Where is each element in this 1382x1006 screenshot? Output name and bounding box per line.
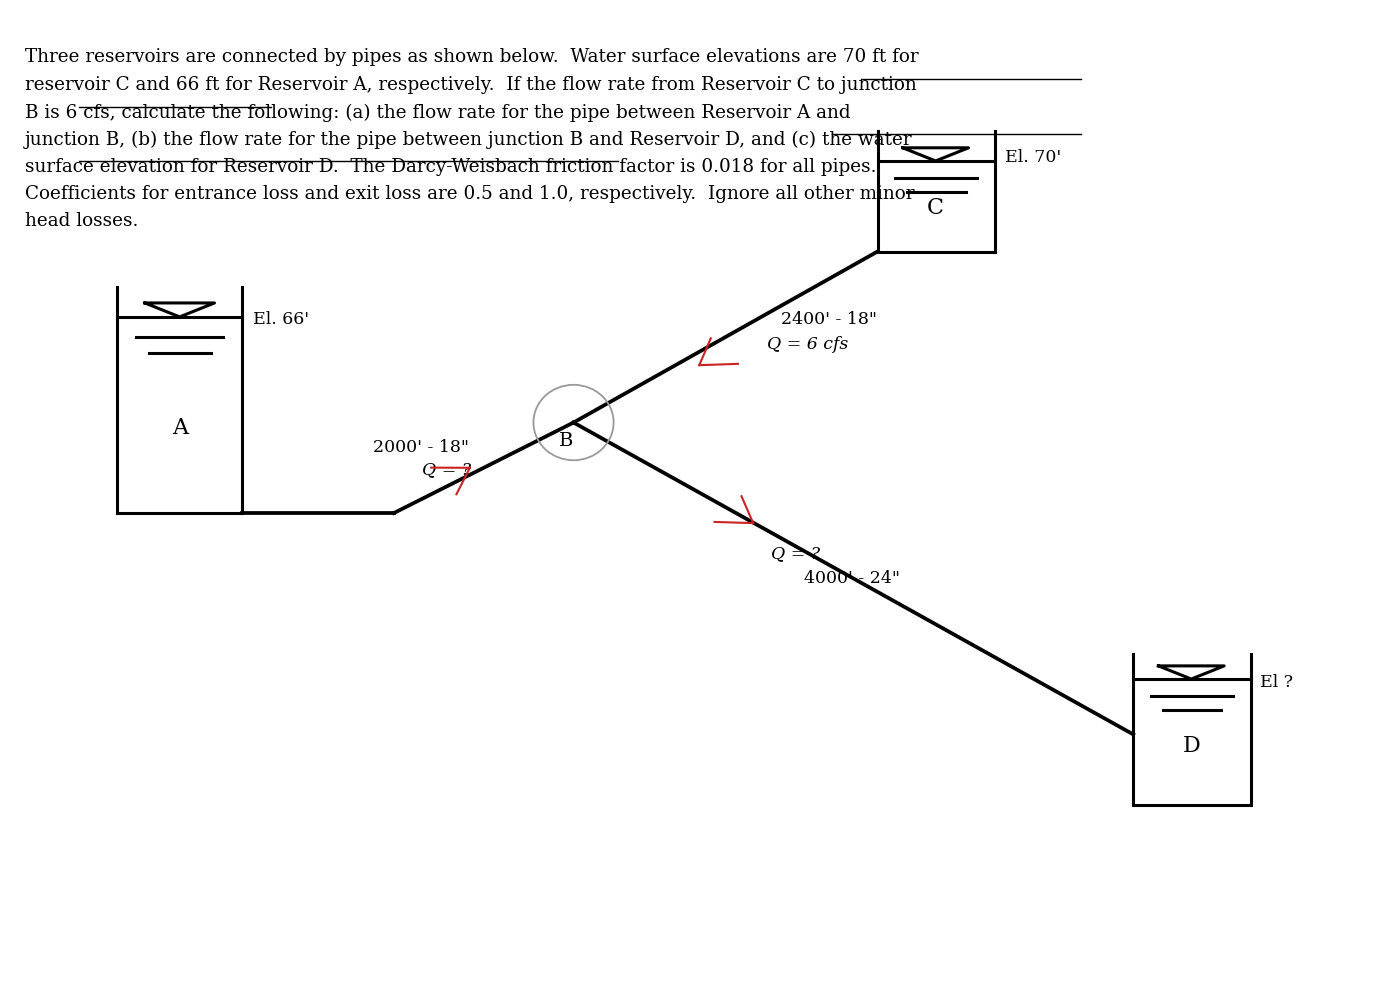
Text: 2000' - 18": 2000' - 18" xyxy=(373,440,468,456)
Text: 4000' - 24": 4000' - 24" xyxy=(804,570,900,586)
Text: junction B, (b) the flow rate for the pipe between junction B and Reservoir D, a: junction B, (b) the flow rate for the pi… xyxy=(25,131,912,149)
Text: C: C xyxy=(927,197,944,219)
Text: 2400' - 18": 2400' - 18" xyxy=(781,312,876,328)
Text: Three reservoirs are connected by pipes as shown below.  Water surface elevation: Three reservoirs are connected by pipes … xyxy=(25,48,919,66)
Text: B is 6 cfs, calculate the following: (a) the flow rate for the pipe between Rese: B is 6 cfs, calculate the following: (a)… xyxy=(25,104,850,122)
Text: A: A xyxy=(171,416,188,439)
Text: Q = 6 cfs: Q = 6 cfs xyxy=(767,336,849,352)
Text: El. 66': El. 66' xyxy=(253,312,310,328)
Text: El. 70': El. 70' xyxy=(1005,150,1061,166)
Text: surface elevation for Reservoir D.  The Darcy-Weisbach friction factor is 0.018 : surface elevation for Reservoir D. The D… xyxy=(25,158,876,176)
Text: reservoir C and 66 ft for Reservoir A, respectively.  If the flow rate from Rese: reservoir C and 66 ft for Reservoir A, r… xyxy=(25,76,916,95)
Text: El ?: El ? xyxy=(1260,674,1294,690)
Text: Q = ?: Q = ? xyxy=(422,462,471,478)
Text: D: D xyxy=(1183,735,1200,758)
Text: head losses.: head losses. xyxy=(25,212,138,230)
Text: Coefficients for entrance loss and exit loss are 0.5 and 1.0, respectively.  Ign: Coefficients for entrance loss and exit … xyxy=(25,185,915,203)
Text: Q = ?: Q = ? xyxy=(771,545,821,561)
Text: B: B xyxy=(560,432,574,450)
